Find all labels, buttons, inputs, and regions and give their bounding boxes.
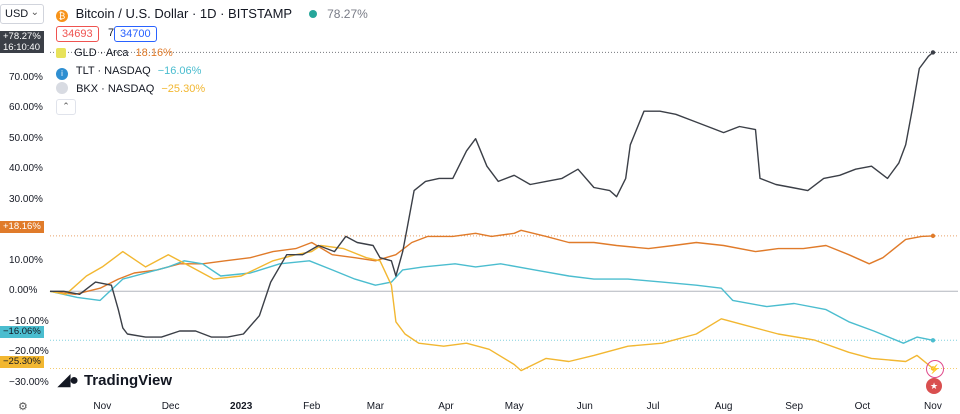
series-end-point — [930, 233, 936, 239]
x-tick-label: Jul — [646, 401, 660, 412]
series-line-bkx — [49, 244, 934, 372]
symbol-header[interactable]: ₿ Bitcoin / U.S. Dollar · 1D · BITSTAMP … — [56, 6, 368, 22]
legend-item-bkx[interactable]: BKX · NASDAQ −25.30% — [56, 82, 205, 95]
btc-tag-value: +78.27% — [3, 31, 41, 42]
legend-label-tlt: TLT · NASDAQ — [75, 65, 151, 77]
tlt-price-tag: −16.06% — [0, 326, 44, 338]
x-tick-label: Jun — [576, 401, 593, 412]
x-tick-label: Mar — [366, 401, 385, 412]
currency-label: USD — [5, 8, 29, 20]
series-line-bitcoin — [50, 51, 934, 338]
x-tick-label: Feb — [303, 401, 321, 412]
legend-item-tlt[interactable]: i TLT · NASDAQ −16.06% — [56, 65, 201, 80]
series-line-tlt — [49, 260, 934, 344]
x-tick-label: Nov — [93, 401, 112, 412]
tradingview-logo: ◢● TradingView — [58, 370, 172, 390]
x-tick-label: Aug — [714, 401, 733, 412]
legend-change-tlt: −16.06% — [157, 65, 202, 77]
y-tick-label: −30.00% — [9, 376, 49, 388]
btc-price-tag: +78.27% 16:10:40 — [0, 31, 44, 53]
collapse-legend-button[interactable]: ⌃ — [56, 99, 76, 115]
buy-price-button[interactable]: 34700 — [114, 26, 157, 42]
chevron-down-icon: ⌄ — [30, 7, 39, 18]
x-tick-label: Nov — [924, 401, 942, 412]
sell-price-button[interactable]: 34693 — [56, 26, 99, 42]
bitcoin-icon: ₿ — [56, 10, 68, 22]
series-end-point — [930, 338, 936, 343]
symbol-title: Bitcoin / U.S. Dollar · 1D · BITSTAMP — [75, 6, 292, 21]
x-tick-label: Sep — [785, 401, 804, 412]
y-tick-label: 60.00% — [9, 102, 43, 114]
x-tick-label: Oct — [854, 401, 871, 412]
x-tick-label: Dec — [161, 401, 180, 412]
legend-change-gld: 18.16% — [135, 47, 173, 59]
main-change: 78.27% — [327, 7, 368, 21]
tradingview-logo-icon: ◢● — [58, 372, 79, 389]
y-tick-label: 40.00% — [9, 163, 43, 175]
gld-icon — [56, 48, 66, 58]
bkx-icon — [56, 82, 68, 94]
legend-label-bkx: BKX · NASDAQ — [76, 83, 155, 95]
top-toolbar: USD ⌄ ₿ Bitcoin / U.S. Dollar · 1D · BIT… — [0, 0, 960, 28]
legend-change-bkx: −25.30% — [161, 83, 206, 95]
y-tick-label: 50.00% — [9, 132, 43, 144]
us-flag-icon[interactable]: ★ — [926, 378, 942, 394]
btc-tag-time: 16:10:40 — [3, 42, 40, 53]
y-tick-label: 0.00% — [9, 285, 38, 297]
y-tick-label: 30.00% — [9, 193, 43, 205]
currency-selector[interactable]: USD ⌄ — [0, 4, 44, 24]
bkx-price-tag: −25.30% — [0, 356, 44, 368]
y-tick-label: −20.00% — [9, 346, 49, 358]
legend-item-gld[interactable]: GLD · Arca 18.16% — [56, 47, 173, 59]
legend-label-gld: GLD · Arca — [74, 47, 129, 59]
x-tick-label: 2023 — [230, 401, 253, 412]
brand-name: TradingView — [83, 372, 173, 389]
series-end-point — [930, 50, 936, 55]
y-tick-label: −10.00% — [9, 315, 49, 327]
settings-gear-icon[interactable]: ⚙ — [18, 401, 28, 413]
flash-icon[interactable]: ⚡ — [926, 360, 944, 378]
x-tick-label: Apr — [438, 401, 454, 412]
gld-price-tag: +18.16% — [0, 221, 44, 233]
tlt-icon: i — [56, 68, 68, 80]
market-status-icon — [309, 10, 318, 18]
y-tick-label: 70.00% — [9, 71, 43, 83]
y-tick-label: 10.00% — [9, 254, 43, 266]
x-tick-label: May — [504, 401, 524, 412]
